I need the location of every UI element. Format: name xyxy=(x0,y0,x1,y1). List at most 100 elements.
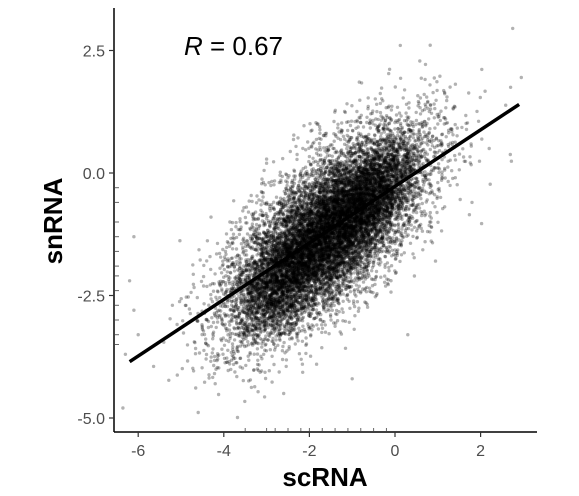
data-point xyxy=(341,292,345,296)
data-point xyxy=(302,273,307,277)
data-point xyxy=(181,331,186,335)
data-point xyxy=(324,131,329,135)
data-point xyxy=(428,210,432,215)
data-point xyxy=(319,213,323,217)
data-point xyxy=(378,156,382,160)
data-point xyxy=(437,112,441,116)
data-point xyxy=(212,371,217,376)
data-point xyxy=(322,319,326,324)
data-point xyxy=(378,91,382,96)
data-point xyxy=(230,283,235,287)
data-point xyxy=(332,139,336,143)
data-point xyxy=(393,257,398,261)
data-point xyxy=(390,169,395,173)
data-point xyxy=(412,225,417,229)
data-point xyxy=(318,131,322,135)
data-point xyxy=(218,295,222,300)
data-point xyxy=(450,169,454,173)
data-point xyxy=(402,251,406,255)
data-point xyxy=(326,246,330,250)
data-point xyxy=(324,134,328,138)
data-point xyxy=(421,148,425,152)
data-point xyxy=(389,191,394,196)
data-point xyxy=(480,67,484,72)
data-point xyxy=(339,180,344,185)
data-point xyxy=(188,311,192,316)
data-point xyxy=(197,351,202,355)
data-point xyxy=(316,273,320,277)
data-point xyxy=(205,318,209,322)
data-point xyxy=(261,195,265,199)
data-point xyxy=(426,99,430,104)
data-point xyxy=(346,209,350,214)
data-point xyxy=(249,193,253,198)
data-point xyxy=(476,119,481,124)
data-point xyxy=(414,176,418,180)
data-point xyxy=(187,307,192,311)
data-point xyxy=(196,410,200,415)
data-point xyxy=(332,303,336,308)
data-point xyxy=(432,116,436,120)
data-point xyxy=(270,354,274,358)
data-point xyxy=(419,213,424,218)
data-point xyxy=(445,95,449,99)
data-point xyxy=(256,341,260,346)
data-point xyxy=(327,270,331,275)
data-point xyxy=(322,205,327,209)
data-point xyxy=(180,366,184,371)
data-point xyxy=(368,126,372,130)
data-point xyxy=(326,205,330,209)
data-point xyxy=(235,374,239,379)
data-point xyxy=(443,205,447,209)
data-point xyxy=(433,126,437,130)
data-point xyxy=(207,303,211,307)
data-point xyxy=(301,315,306,320)
data-point xyxy=(341,225,346,229)
data-point xyxy=(332,119,336,124)
data-point xyxy=(399,253,404,257)
data-point xyxy=(210,300,215,304)
data-point xyxy=(361,239,366,244)
data-point xyxy=(224,283,228,287)
data-point xyxy=(365,302,369,306)
data-point xyxy=(301,146,305,151)
data-point xyxy=(439,109,443,113)
data-point xyxy=(211,289,216,293)
data-point xyxy=(191,272,195,276)
data-point xyxy=(237,232,242,237)
data-point xyxy=(230,342,235,346)
data-point xyxy=(335,167,339,171)
data-point xyxy=(272,362,276,367)
data-point xyxy=(302,188,307,193)
data-point xyxy=(318,128,322,132)
data-point xyxy=(296,286,300,290)
data-points xyxy=(121,26,523,420)
data-point xyxy=(229,227,234,232)
data-point xyxy=(368,175,372,180)
data-point xyxy=(377,171,381,175)
data-point xyxy=(308,122,312,126)
data-point xyxy=(428,214,432,218)
data-point xyxy=(411,234,415,239)
data-point xyxy=(175,373,179,377)
data-point xyxy=(260,219,265,223)
data-point xyxy=(226,241,230,245)
data-point xyxy=(369,236,373,240)
data-point xyxy=(185,359,190,363)
data-point xyxy=(247,358,251,362)
data-point xyxy=(209,297,213,301)
data-point xyxy=(417,206,422,210)
data-point xyxy=(320,223,324,227)
data-point xyxy=(372,188,377,192)
data-point xyxy=(370,265,375,270)
data-point xyxy=(288,220,292,224)
data-point xyxy=(387,269,391,273)
data-point xyxy=(432,76,436,80)
data-point xyxy=(371,263,376,268)
data-point xyxy=(285,295,289,300)
data-point xyxy=(341,299,345,303)
data-point xyxy=(319,256,323,261)
data-point xyxy=(389,142,393,147)
data-point xyxy=(375,102,379,107)
